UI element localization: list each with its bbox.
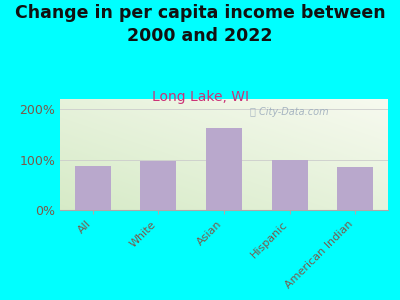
Text: Change in per capita income between
2000 and 2022: Change in per capita income between 2000… [15, 4, 385, 45]
Bar [272, 160, 308, 210]
Bar [337, 167, 373, 210]
Bar [75, 166, 111, 210]
Bar [206, 128, 242, 210]
Text: Long Lake, WI: Long Lake, WI [152, 90, 248, 104]
Text: ⓘ City-Data.com: ⓘ City-Data.com [250, 107, 329, 117]
Bar [140, 160, 176, 210]
